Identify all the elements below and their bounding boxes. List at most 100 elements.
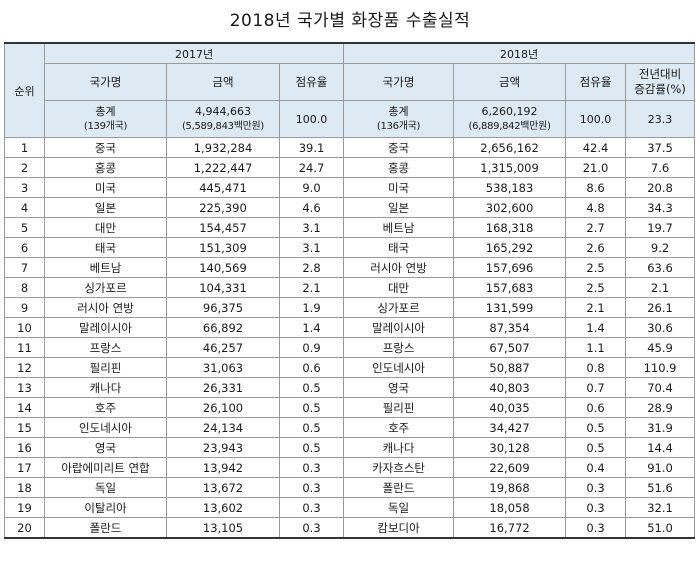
growth-cell: 91.0 — [625, 457, 696, 478]
total-amount: 6,260,192 — [481, 105, 538, 118]
amount-2017-cell: 46,257 — [166, 337, 280, 358]
country-2018-cell: 호주 — [343, 417, 455, 438]
amount-2017-cell: 66,892 — [166, 317, 280, 338]
country-2018-cell: 싱가포르 — [343, 297, 455, 318]
country-2017-cell: 인도네시아 — [44, 417, 167, 438]
share-2018-cell: 0.8 — [565, 357, 627, 378]
growth-header: 전년대비 증감률(%) — [625, 63, 696, 101]
total-country-count: (139개국) — [83, 121, 128, 132]
amount-2017-cell: 1,932,284 — [166, 137, 280, 158]
share-2017-cell: 2.8 — [278, 257, 345, 278]
rank-cell: 20 — [4, 517, 45, 539]
country-2018-cell: 카자흐스탄 — [343, 457, 455, 478]
amount-2018-cell: 165,292 — [453, 237, 567, 258]
growth-cell: 28.9 — [625, 397, 696, 418]
table-row: 8 싱가포르 104,331 2.1 대만 157,683 2.5 2.1 — [4, 277, 696, 298]
country-2017-cell: 프랑스 — [44, 337, 167, 358]
growth-cell: 31.9 — [625, 417, 696, 438]
growth-cell: 45.9 — [625, 337, 696, 358]
share-header-2017: 점유율 — [278, 63, 345, 101]
table-row: 10 말레이시아 66,892 1.4 말레이시아 87,354 1.4 30.6 — [4, 317, 696, 338]
country-2018-cell: 중국 — [343, 137, 455, 158]
amount-2017-cell: 13,672 — [166, 477, 280, 498]
total-amount: 4,944,663 — [195, 105, 251, 118]
rank-cell: 1 — [4, 137, 45, 158]
growth-cell: 63.6 — [625, 257, 696, 278]
country-2017-cell: 미국 — [44, 177, 167, 198]
header-row-years: 순위 2017년 2018년 — [4, 42, 696, 138]
amount-2018-cell: 16,772 — [453, 517, 567, 539]
country-2018-cell: 홍콩 — [343, 157, 455, 178]
share-2018-cell: 1.4 — [565, 317, 627, 338]
country-header-2018: 국가명 — [343, 63, 455, 101]
country-2017-cell: 말레이시아 — [44, 317, 167, 338]
table-row: 19 이탈리아 13,602 0.3 독일 18,058 0.3 32.1 — [4, 497, 696, 518]
table-row: 9 러시아 연방 96,375 1.9 싱가포르 131,599 2.1 26.1 — [4, 297, 696, 318]
share-2017-cell: 4.6 — [278, 197, 345, 218]
year-2017-header: 2017년 — [43, 42, 345, 64]
country-2018-cell: 영국 — [343, 377, 455, 398]
table-row: 4 일본 225,390 4.6 일본 302,600 4.8 34.3 — [4, 197, 696, 218]
rank-cell: 18 — [4, 477, 45, 498]
rank-cell: 7 — [4, 257, 45, 278]
table-title: 2018년 국가별 화장품 수출실적 — [229, 11, 471, 31]
total-share-2017: 100.0 — [278, 100, 345, 138]
amount-2017-cell: 225,390 — [166, 197, 280, 218]
amount-2017-cell: 151,309 — [166, 237, 280, 258]
amount-2017-cell: 24,134 — [166, 417, 280, 438]
rank-cell: 11 — [4, 337, 45, 358]
growth-cell: 7.6 — [625, 157, 696, 178]
country-2018-cell: 태국 — [343, 237, 455, 258]
amount-2018-cell: 87,354 — [453, 317, 567, 338]
rank-cell: 8 — [4, 277, 45, 298]
country-2018-cell: 프랑스 — [343, 337, 455, 358]
amount-2018-cell: 157,683 — [453, 277, 567, 298]
amount-2018-cell: 34,427 — [453, 417, 567, 438]
country-2018-cell: 미국 — [343, 177, 455, 198]
share-header-2018: 점유율 — [565, 63, 627, 101]
header-row-columns: 국가명 금액 점유율 국가명 금액 점유율 전년대비 증감률(%) — [5, 63, 696, 101]
country-2017-cell: 캐나다 — [44, 377, 167, 398]
amount-2018-cell: 1,315,009 — [453, 157, 567, 178]
amount-2017-cell: 96,375 — [166, 297, 280, 318]
amount-2018-cell: 40,035 — [453, 397, 567, 418]
amount-2018-cell: 50,887 — [453, 357, 567, 378]
rank-cell: 5 — [4, 217, 45, 238]
country-header-2017: 국가명 — [44, 63, 167, 101]
growth-cell: 51.6 — [625, 477, 696, 498]
amount-header-2018: 금액 — [453, 63, 567, 101]
share-2017-cell: 0.3 — [278, 497, 345, 518]
share-2017-cell: 0.3 — [278, 457, 345, 478]
table-row: 7 베트남 140,569 2.8 러시아 연방 157,696 2.5 63.6 — [4, 257, 696, 278]
table-row: 15 인도네시아 24,134 0.5 호주 34,427 0.5 31.9 — [4, 417, 696, 438]
country-2018-cell: 폴란드 — [343, 477, 455, 498]
share-2017-cell: 0.9 — [278, 337, 345, 358]
total-label-2018: 총계 (136개국) — [343, 100, 455, 138]
rank-cell: 2 — [4, 157, 45, 178]
share-2018-cell: 2.6 — [565, 237, 627, 258]
amount-2017-cell: 13,942 — [166, 457, 280, 478]
growth-cell: 32.1 — [625, 497, 696, 518]
share-2018-cell: 0.5 — [565, 437, 627, 458]
growth-cell: 51.0 — [625, 517, 696, 539]
rank-cell: 17 — [4, 457, 45, 478]
export-table: 순위 2017년 2018년 국가명 금액 점유율 국가명 금액 점유율 전년대… — [4, 42, 696, 539]
amount-2018-cell: 19,868 — [453, 477, 567, 498]
share-2018-cell: 42.4 — [565, 137, 627, 158]
total-label: 총계 — [95, 105, 116, 118]
share-2017-cell: 0.5 — [278, 437, 345, 458]
table-row: 16 영국 23,943 0.5 캐나다 30,128 0.5 14.4 — [4, 437, 696, 458]
country-2018-cell: 인도네시아 — [343, 357, 455, 378]
growth-cell: 37.5 — [625, 137, 696, 158]
country-2017-cell: 싱가포르 — [44, 277, 167, 298]
total-amount-2017: 4,944,663 (5,589,843백만원) — [166, 100, 280, 138]
share-2018-cell: 2.7 — [565, 217, 627, 238]
rank-cell: 12 — [4, 357, 45, 378]
total-growth: 23.3 — [625, 100, 696, 138]
amount-2018-cell: 2,656,162 — [453, 137, 567, 158]
rank-cell: 4 — [4, 197, 45, 218]
country-2018-cell: 캄보디아 — [343, 517, 455, 539]
rank-cell: 14 — [4, 397, 45, 418]
table-row: 5 대만 154,457 3.1 베트남 168,318 2.7 19.7 — [4, 217, 696, 238]
country-2017-cell: 대만 — [44, 217, 167, 238]
